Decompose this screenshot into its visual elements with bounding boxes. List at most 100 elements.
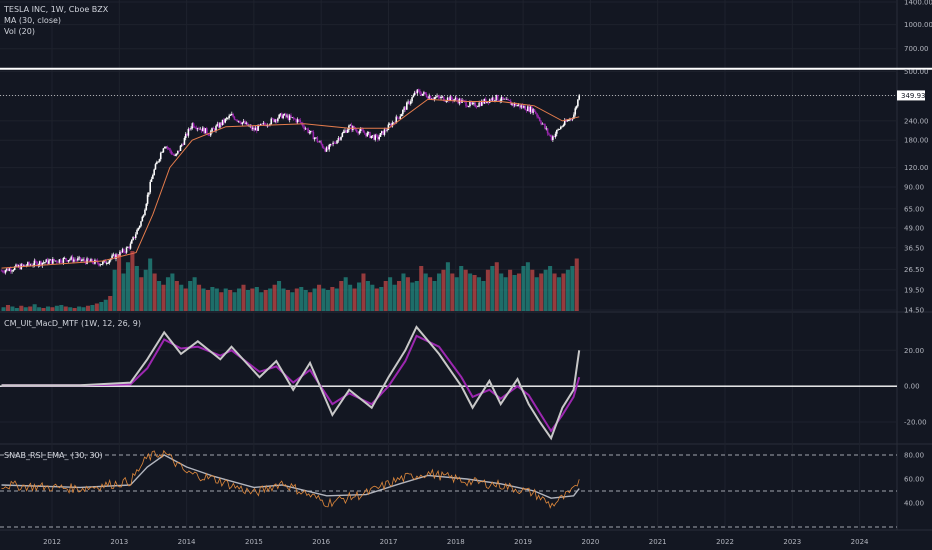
candle-body [240, 122, 242, 125]
candle-body [484, 98, 487, 104]
volume-bar [348, 284, 353, 311]
candle-body [28, 262, 30, 265]
candle [177, 150, 179, 155]
candle-body [398, 117, 400, 119]
candle-body [154, 164, 157, 170]
candle [200, 128, 203, 133]
candle [120, 251, 123, 254]
candle [108, 259, 111, 265]
price-tick-label: 26.50 [904, 266, 924, 274]
candle [333, 141, 336, 144]
candle [508, 100, 511, 102]
candle-body [119, 251, 121, 257]
candle [416, 89, 419, 96]
candle-body [527, 106, 529, 112]
candle-body [30, 264, 33, 266]
candle [400, 113, 403, 117]
volume-bar [379, 287, 384, 311]
candle-body [302, 123, 304, 127]
candle [288, 113, 291, 123]
candle [194, 125, 196, 129]
candle [270, 117, 273, 126]
price-tick-label: 49.00 [904, 224, 924, 232]
candle-body [5, 268, 8, 271]
volume-bar [414, 281, 419, 311]
candle [123, 247, 125, 254]
candle-body [417, 89, 420, 91]
candle-body [478, 102, 480, 107]
candle [155, 160, 158, 165]
rsi-legend[interactable]: SNAB_RSI_EMA_ (30, 30) [4, 451, 103, 460]
symbol-title[interactable]: TESLA INC, 1W, Cboe BZX [4, 5, 109, 14]
volume-bar [63, 306, 68, 311]
candle [279, 113, 282, 117]
candle [556, 129, 558, 137]
candle-body [105, 263, 108, 264]
price-tick-label: 36.50 [904, 244, 924, 252]
candle-body [506, 98, 508, 100]
candle [121, 247, 124, 253]
candle [363, 130, 366, 135]
candle [450, 95, 453, 101]
candle [74, 257, 77, 263]
candle [183, 136, 186, 146]
rsi-pane[interactable] [0, 449, 897, 528]
price-pane[interactable] [0, 67, 932, 275]
x-tick-label: 2024 [851, 538, 869, 546]
candle-body [296, 119, 299, 123]
x-tick-label: 2014 [178, 538, 196, 546]
volume-bar [125, 262, 130, 311]
candle [349, 123, 352, 126]
candle-body [171, 153, 174, 155]
candle [553, 135, 555, 138]
candle-body [523, 106, 525, 108]
candle-body [208, 134, 211, 136]
candle [396, 116, 399, 120]
candle [537, 114, 540, 119]
macd-legend[interactable]: CM_Ult_MacD_MTF (1W, 12, 26, 9) [4, 319, 141, 328]
candle [358, 129, 361, 135]
candle-body [432, 98, 434, 100]
candle-body [137, 227, 140, 230]
volume-bar [565, 269, 570, 311]
candle [99, 263, 102, 267]
macd-pane[interactable] [0, 325, 897, 441]
candle [191, 122, 194, 130]
volume-bar [445, 262, 450, 311]
candle-body [213, 128, 216, 131]
candle [529, 105, 532, 115]
candle [374, 133, 377, 142]
volume-bar [454, 277, 459, 311]
ma-legend[interactable]: MA (30, close) [4, 16, 62, 25]
candle-body [383, 129, 386, 135]
price-tick-label: 65.00 [904, 205, 924, 213]
candle [563, 118, 566, 127]
candle-body [33, 260, 36, 266]
candle-body [332, 142, 334, 145]
volume-bar [183, 288, 188, 311]
price-tick-label: 1000.00 [904, 21, 932, 29]
candle [417, 88, 420, 93]
volume-legend[interactable]: Vol (20) [4, 27, 35, 36]
candle-body [456, 97, 458, 100]
candle-body [515, 103, 517, 107]
rsi-line[interactable] [1, 449, 580, 509]
macd-signal-line[interactable] [1, 334, 581, 433]
candle-body [283, 113, 286, 116]
candle-body [378, 136, 380, 140]
candle-body [507, 98, 509, 101]
candle [541, 122, 544, 125]
volume-bar [525, 262, 530, 311]
candle-body [66, 260, 69, 262]
candle [524, 105, 527, 111]
macd-line[interactable] [1, 325, 581, 441]
candle-body [46, 259, 49, 264]
candle-body [262, 122, 265, 124]
last-price-tag-label: 349.93 [901, 92, 926, 100]
candle-body [312, 132, 315, 140]
volume-bar [237, 288, 242, 311]
candle [188, 128, 191, 132]
candle [516, 104, 519, 107]
candle-body [281, 113, 283, 119]
